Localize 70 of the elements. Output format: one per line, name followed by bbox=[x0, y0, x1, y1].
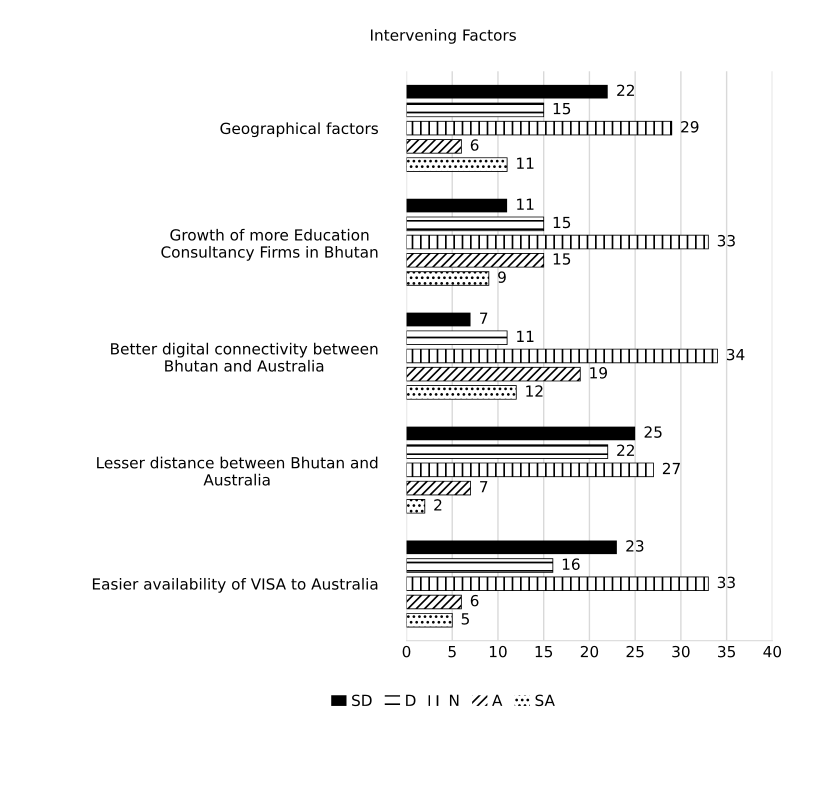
data-label: 6 bbox=[470, 139, 478, 151]
bar bbox=[406, 84, 608, 99]
data-label: 27 bbox=[662, 462, 680, 474]
bar bbox=[406, 271, 490, 286]
bar bbox=[406, 198, 508, 212]
data-label: 19 bbox=[590, 367, 607, 379]
bar bbox=[406, 462, 654, 478]
legend-label: A bbox=[492, 694, 502, 706]
data-label: 33 bbox=[718, 576, 735, 588]
y-tick-label: Better digital connectivity between Bhutan and Australia bbox=[111, 342, 378, 372]
bar bbox=[406, 102, 544, 118]
data-label: 22 bbox=[617, 444, 634, 456]
x-tick-label: 0 bbox=[402, 646, 410, 658]
data-label: 15 bbox=[554, 253, 570, 265]
bar bbox=[406, 253, 544, 268]
data-label: 6 bbox=[470, 594, 478, 606]
bar bbox=[406, 234, 709, 250]
data-label: 29 bbox=[681, 121, 698, 133]
data-label: 34 bbox=[726, 348, 744, 360]
data-label: 23 bbox=[626, 540, 644, 552]
x-tick-label: 15 bbox=[536, 646, 552, 658]
legend-label: SA bbox=[536, 694, 555, 706]
x-tick-label: 10 bbox=[490, 646, 507, 658]
x-tick-label: 40 bbox=[763, 646, 782, 658]
bar bbox=[406, 594, 462, 610]
y-tick-label: Easier availability of VISA to Australia bbox=[92, 578, 378, 593]
chart-title: Intervening Factors bbox=[370, 29, 516, 44]
bar bbox=[406, 558, 554, 573]
bar bbox=[406, 120, 672, 136]
data-label: 16 bbox=[562, 558, 580, 570]
bar bbox=[406, 348, 718, 364]
legend-label: D bbox=[406, 694, 416, 706]
bar bbox=[406, 612, 453, 628]
x-tick-label: 20 bbox=[580, 646, 598, 658]
data-label: 11 bbox=[517, 158, 534, 169]
bar bbox=[406, 157, 508, 172]
data-label: 11 bbox=[517, 330, 534, 342]
bar bbox=[406, 444, 608, 459]
data-label: 15 bbox=[554, 216, 570, 228]
bar bbox=[406, 576, 709, 592]
legend-label: N bbox=[450, 694, 458, 706]
data-label: 5 bbox=[462, 613, 469, 625]
data-label: 7 bbox=[480, 312, 488, 324]
legend-label: SD bbox=[352, 694, 372, 706]
y-tick-label: Growth of more Education Consultancy Firms in Bhutan bbox=[161, 228, 378, 261]
data-label: 2 bbox=[434, 499, 442, 511]
data-label: 22 bbox=[617, 84, 634, 96]
bar bbox=[406, 385, 517, 400]
x-tick-label: 30 bbox=[672, 646, 690, 658]
x-tick-label: 25 bbox=[626, 646, 644, 658]
y-tick-label: Lesser distance between Bhutan and Australia bbox=[97, 456, 378, 486]
data-label: 11 bbox=[517, 198, 534, 210]
data-label: 25 bbox=[644, 426, 662, 438]
bar bbox=[406, 139, 462, 154]
data-label: 7 bbox=[480, 481, 488, 492]
data-label: 9 bbox=[498, 271, 506, 283]
bar bbox=[406, 540, 617, 554]
bar bbox=[406, 216, 544, 232]
x-tick-label: 5 bbox=[448, 646, 456, 658]
bar bbox=[406, 480, 471, 496]
bar bbox=[406, 366, 581, 382]
y-tick-label: Geographical factors bbox=[220, 122, 378, 138]
bar bbox=[406, 499, 426, 514]
data-label: 12 bbox=[526, 385, 542, 397]
data-label: 33 bbox=[718, 234, 735, 246]
data-label: 15 bbox=[554, 102, 570, 114]
x-tick-label: 35 bbox=[718, 646, 736, 658]
bar bbox=[406, 426, 636, 440]
bar bbox=[406, 312, 471, 326]
bar bbox=[406, 330, 508, 345]
